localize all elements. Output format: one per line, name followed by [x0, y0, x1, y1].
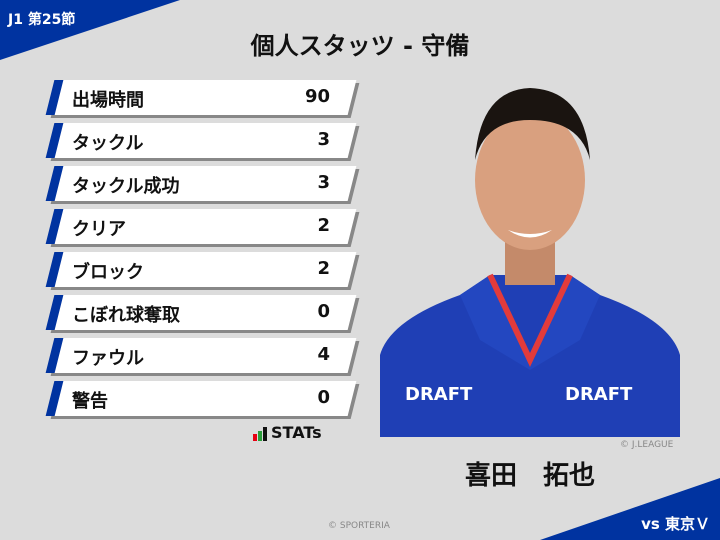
stat-value: 2 [317, 215, 330, 236]
stat-value: 0 [317, 387, 330, 408]
stats-logo-text: STATs [271, 423, 322, 442]
bar-chart-icon [253, 427, 267, 441]
stat-value: 3 [317, 129, 330, 150]
stat-row: タックル 3 [45, 123, 360, 161]
stat-label: 警告 [72, 391, 108, 412]
stat-row: クリア 2 [45, 209, 360, 247]
page-title: 個人スタッツ - 守備 [250, 32, 470, 60]
stat-label: こぼれ球奪取 [72, 305, 180, 326]
player-name: 喜田 拓也 [464, 461, 595, 491]
stat-label: タックル成功 [72, 176, 180, 197]
stat-row: タックル成功 3 [45, 166, 360, 204]
stat-row: ブロック 2 [45, 252, 360, 290]
stat-value: 0 [317, 301, 330, 322]
stat-value: 2 [317, 258, 330, 279]
photo-credit: © J.LEAGUE [620, 440, 674, 450]
round-label: J1 第25節 [8, 12, 76, 28]
stat-row: こぼれ球奪取 0 [45, 295, 360, 333]
opponent-label: vs 東京Ｖ [641, 515, 710, 533]
stat-value: 90 [304, 86, 330, 107]
stat-label: ブロック [72, 262, 144, 283]
stat-value: 4 [317, 344, 330, 365]
stat-row: 出場時間 90 [45, 80, 360, 118]
stat-label: クリア [72, 219, 126, 240]
stats-logo: STATs [253, 425, 322, 441]
jersey-text-right: DRAFT [565, 384, 633, 405]
stat-row: 警告 0 [45, 381, 360, 419]
stat-label: タックル [72, 133, 144, 154]
stat-row: ファウル 4 [45, 338, 360, 376]
copyright: © SPORTERIA [328, 521, 390, 531]
jersey-text-left: DRAFT [405, 384, 473, 405]
player-photo: DRAFT DRAFT [380, 70, 680, 437]
stat-value: 3 [317, 172, 330, 193]
stat-label: 出場時間 [72, 90, 144, 111]
stat-label: ファウル [72, 348, 144, 369]
